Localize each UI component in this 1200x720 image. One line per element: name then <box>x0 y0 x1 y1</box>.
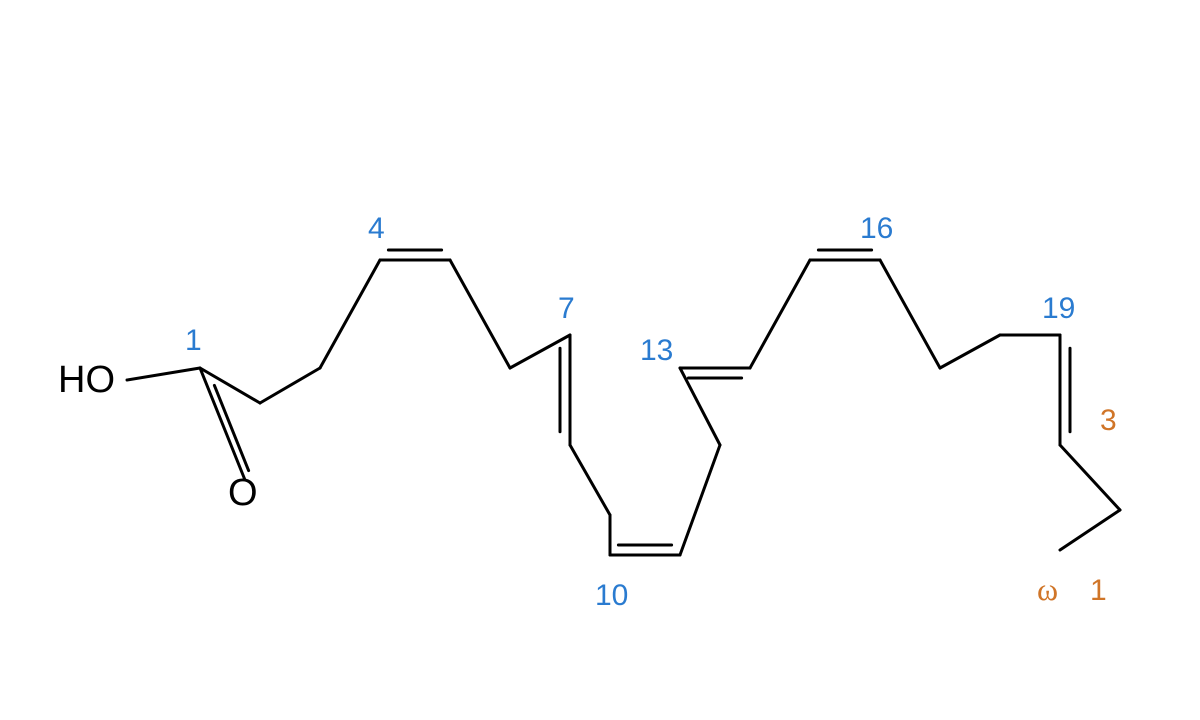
bond <box>750 260 810 368</box>
bond-double <box>214 385 248 470</box>
num-c13: 13 <box>640 334 673 367</box>
num-w3: 3 <box>1100 404 1117 437</box>
bond <box>940 335 1000 368</box>
bond <box>880 260 940 368</box>
bond <box>200 368 245 480</box>
bonds <box>200 250 1120 555</box>
num-c10: 10 <box>595 579 628 612</box>
bond <box>1060 445 1120 510</box>
bond-ho-c1 <box>127 368 200 380</box>
num-c7: 7 <box>558 292 575 325</box>
bond <box>260 368 320 403</box>
bond <box>450 260 510 368</box>
bond <box>320 260 380 368</box>
bond <box>1060 510 1120 550</box>
bond <box>200 368 260 403</box>
num-w1: 1 <box>1090 574 1107 607</box>
omega-symbol: ω <box>1037 571 1058 607</box>
molecule-diagram: HO O 1 4 7 10 13 16 19 3 ω 1 <box>0 0 1200 720</box>
num-c19: 19 <box>1042 292 1075 325</box>
bond <box>570 445 610 515</box>
num-c4: 4 <box>368 212 385 245</box>
num-c1: 1 <box>185 324 202 357</box>
bond <box>680 368 720 445</box>
num-c16: 16 <box>860 212 893 245</box>
label-ho: HO <box>58 359 115 401</box>
bond <box>680 445 720 555</box>
label-o: O <box>228 472 258 514</box>
